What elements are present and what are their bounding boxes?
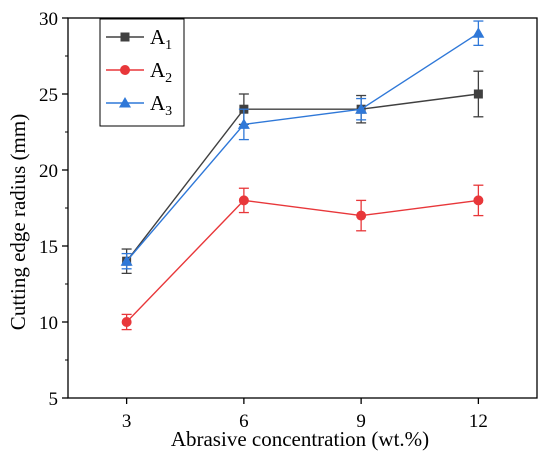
data-point: [355, 103, 368, 114]
data-point: [120, 255, 133, 266]
x-tick-label: 9: [356, 411, 366, 432]
y-tick-label: 15: [39, 237, 58, 258]
data-point: [473, 89, 483, 99]
data-point: [237, 118, 250, 129]
x-axis-title: Abrasive concentration (wt.%): [171, 427, 429, 451]
data-point: [121, 317, 132, 327]
y-tick-label: 5: [49, 389, 59, 410]
x-tick-label: 12: [469, 411, 488, 432]
axes: 3 6 9 12 5 10 15 20 25 30: [39, 9, 538, 432]
data-point: [472, 27, 485, 38]
y-axis-title: Cutting edge radius (mm): [6, 114, 30, 330]
y-tick-label: 30: [39, 9, 58, 30]
legend-marker: [119, 97, 131, 108]
y-tick-label: 25: [39, 85, 58, 106]
x-tick-label: 6: [239, 411, 249, 432]
series-line: [126, 32, 479, 262]
x-tick-label: 3: [122, 411, 132, 432]
data-point: [238, 195, 249, 206]
legend-marker: [120, 32, 130, 42]
series-line: [126, 199, 479, 323]
series-3: [120, 20, 485, 270]
series-line: [126, 93, 479, 262]
legend-marker: [120, 65, 130, 75]
data-point: [356, 210, 367, 221]
y-tick-label: 10: [39, 313, 58, 334]
plot-area: [120, 20, 485, 331]
y-tick-label: 20: [39, 161, 58, 182]
series-2: [121, 184, 484, 331]
data-point: [473, 195, 484, 206]
